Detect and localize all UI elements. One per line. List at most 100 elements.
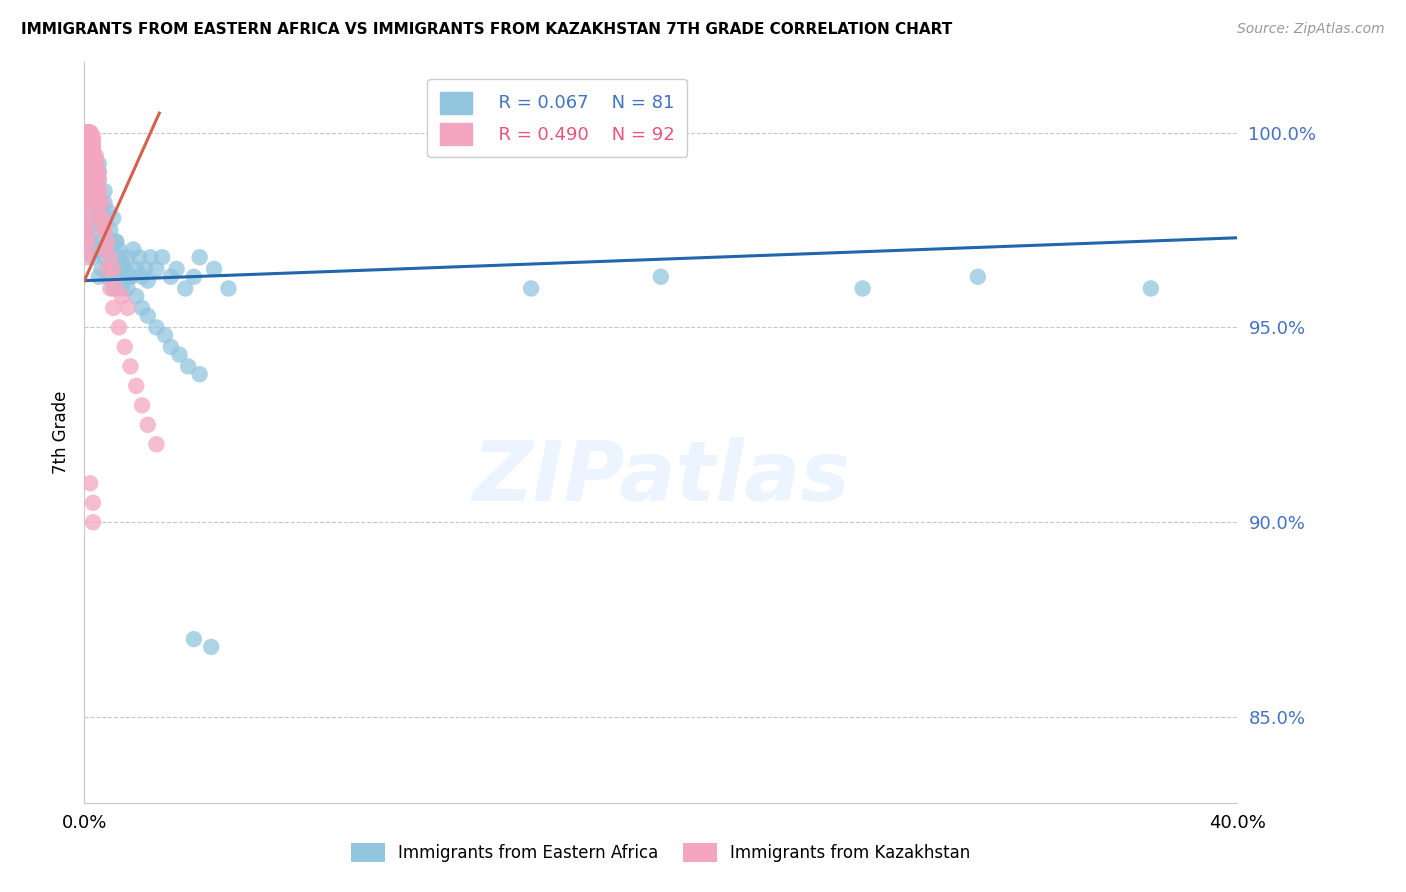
Point (82, 515, 104, 529)
Point (103, 301, 124, 315)
Point (76, 211, 98, 226)
Point (98, 223, 121, 237)
Y-axis label: 7th Grade: 7th Grade (52, 391, 70, 475)
Point (84, 243, 107, 257)
Point (105, 235, 128, 249)
Point (160, 340, 183, 354)
Point (82, 141, 104, 155)
Point (84, 149, 107, 163)
Point (177, 359, 200, 374)
Point (79, 145, 101, 159)
Point (96, 262, 118, 277)
Point (103, 281, 124, 295)
Point (84, 184, 107, 198)
Point (96, 269, 118, 284)
Point (90, 195, 112, 210)
Point (76, 126, 98, 140)
Point (76, 219, 98, 233)
Point (79, 126, 101, 140)
Point (150, 250, 173, 264)
Point (93, 195, 115, 210)
Point (76, 243, 98, 257)
Point (120, 359, 142, 374)
Point (76, 227, 98, 241)
Point (79, 129, 101, 144)
Point (136, 417, 159, 432)
Point (76, 164, 98, 178)
Point (183, 269, 205, 284)
Point (76, 137, 98, 152)
Point (76, 149, 98, 163)
Point (82, 161, 104, 175)
Point (108, 320, 131, 334)
Point (84, 153, 107, 167)
Point (90, 203, 112, 218)
Point (200, 640, 222, 654)
Point (82, 211, 104, 226)
Point (139, 250, 162, 264)
Text: ZIPatlas: ZIPatlas (472, 436, 849, 517)
Point (852, 281, 875, 295)
Point (79, 476, 101, 491)
Point (87, 269, 110, 284)
Point (87, 172, 110, 186)
Point (79, 133, 101, 147)
Point (87, 172, 110, 186)
Point (79, 169, 101, 183)
Point (90, 262, 112, 277)
Point (90, 211, 112, 226)
Point (967, 269, 990, 284)
Point (93, 223, 115, 237)
Point (82, 176, 104, 190)
Point (96, 203, 118, 218)
Point (76, 250, 98, 264)
Point (87, 164, 110, 178)
Point (120, 269, 142, 284)
Point (136, 274, 159, 288)
Text: IMMIGRANTS FROM EASTERN AFRICA VS IMMIGRANTS FROM KAZAKHSTAN 7TH GRADE CORRELATI: IMMIGRANTS FROM EASTERN AFRICA VS IMMIGR… (21, 22, 952, 37)
Point (76, 180, 98, 194)
Point (76, 141, 98, 155)
Point (202, 262, 225, 277)
Point (96, 243, 118, 257)
Point (188, 367, 211, 381)
Point (82, 250, 104, 264)
Point (84, 172, 107, 186)
Point (98, 262, 121, 277)
Point (134, 262, 156, 277)
Point (82, 496, 104, 510)
Point (84, 164, 107, 178)
Point (87, 211, 110, 226)
Point (76, 145, 98, 159)
Point (111, 254, 134, 268)
Point (76, 153, 98, 167)
Point (82, 184, 104, 198)
Legend: Immigrants from Eastern Africa, Immigrants from Kazakhstan: Immigrants from Eastern Africa, Immigran… (344, 836, 977, 869)
Point (103, 262, 124, 277)
Point (76, 129, 98, 144)
Point (108, 269, 131, 284)
Point (93, 223, 115, 237)
Point (93, 223, 115, 237)
Point (108, 243, 131, 257)
Point (76, 133, 98, 147)
Point (114, 262, 136, 277)
Point (153, 328, 176, 343)
Point (84, 164, 107, 178)
Point (125, 262, 148, 277)
Point (90, 235, 112, 249)
Point (93, 243, 115, 257)
Point (76, 203, 98, 218)
Point (103, 250, 124, 264)
Point (169, 348, 191, 362)
Point (117, 250, 139, 264)
Point (79, 161, 101, 175)
Point (79, 235, 101, 249)
Point (79, 184, 101, 198)
Point (93, 250, 115, 264)
Point (117, 281, 139, 295)
Point (131, 269, 153, 284)
Point (82, 153, 104, 167)
Point (82, 145, 104, 159)
Point (76, 129, 98, 144)
